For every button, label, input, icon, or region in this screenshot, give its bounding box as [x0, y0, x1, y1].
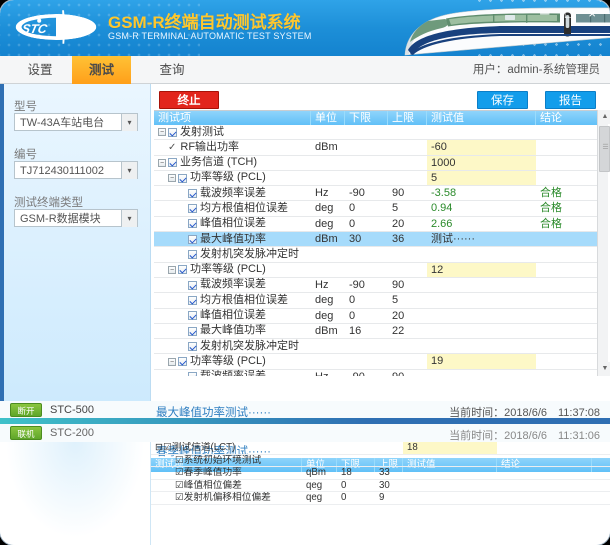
svg-text:STC: STC [20, 21, 49, 36]
